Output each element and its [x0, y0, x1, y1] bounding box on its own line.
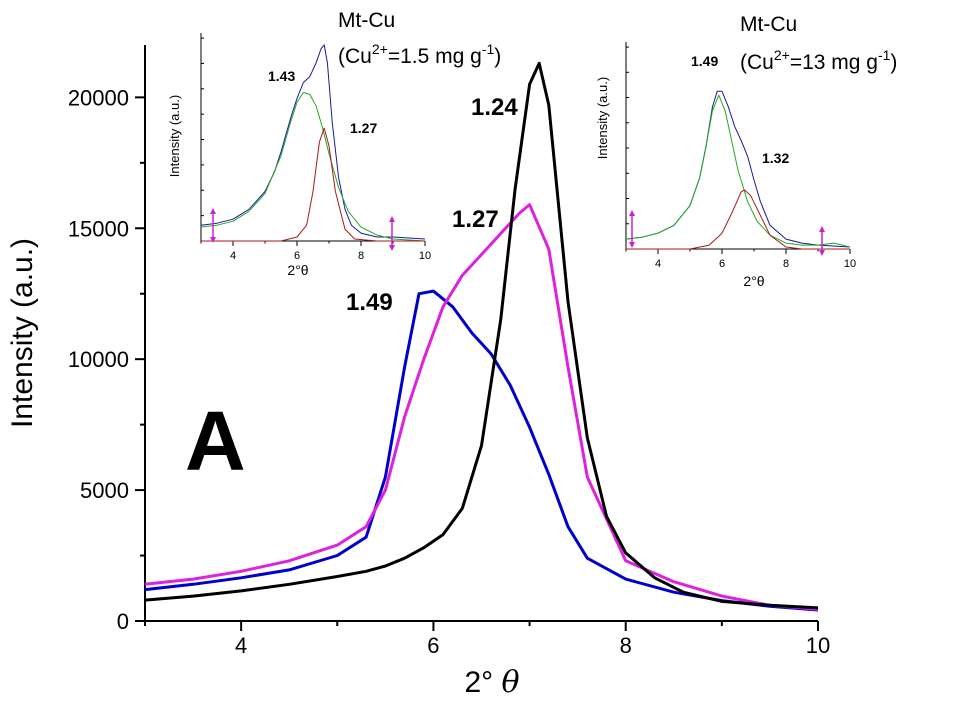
main-plot-frame: [144, 45, 818, 622]
main-x-axis-title: 2° θ: [464, 665, 519, 700]
inset1-title-line2: (Cu2+=1.5 mg g-1): [338, 41, 501, 68]
inset1-peak-label-2: 1.27: [350, 120, 377, 136]
inset2-axis-ticks: 4 6 8 10: [625, 46, 856, 270]
inset2-peak-label-1: 1.49: [691, 53, 718, 69]
inset2-range-markers: [629, 210, 825, 256]
main-y-tick-label-0: 0: [117, 609, 129, 634]
inset2-series-line-1: [625, 94, 851, 248]
inset2-series-group: [625, 90, 851, 250]
inset2-x-tick-label-3: 10: [844, 258, 856, 270]
main-series-line-2: [144, 61, 819, 610]
main-series-group: [144, 61, 819, 612]
inset2-peak-label-2: 1.32: [762, 150, 789, 166]
inset1-x-tick-label-0: 4: [230, 250, 236, 262]
inset2-x-tick-label-0: 4: [655, 258, 661, 270]
inset1-x-tick-label-3: 10: [419, 250, 431, 262]
main-x-tick-label-1: 6: [427, 633, 439, 658]
main-x-tick-label-0: 4: [235, 633, 247, 658]
inset1-range-markers: [210, 208, 395, 251]
inset2-y-axis-title: Intensity (a.u.): [595, 77, 610, 159]
main-series-line-0: [144, 289, 819, 612]
inset2-x-tick-label-1: 6: [719, 258, 725, 270]
inset-chart-2: 4 6 8 10 Intensity (a.u.) 2°θ Mt-Cu (Cu2+=1…: [595, 13, 897, 289]
main-chart: 4 6 8 10 0 5000 10000 15000 20000 2° θ Intensity…: [6, 45, 830, 700]
inset1-peak-label-1: 1.43: [268, 68, 295, 84]
inset2-title-line1: Mt-Cu: [740, 13, 797, 36]
inset2-series-line-2: [626, 189, 850, 250]
inset1-series-line-0: [200, 44, 426, 240]
main-y-tick-label-3: 15000: [68, 216, 129, 241]
inset1-series-line-2: [201, 127, 425, 242]
inset1-y-axis-title: Intensity (a.u.): [167, 95, 182, 177]
panel-label: A: [185, 394, 246, 488]
inset2-x-tick-label-2: 8: [783, 258, 789, 270]
main-series-line-1: [144, 203, 819, 611]
inset1-series-group: [200, 44, 426, 242]
main-axis-ticks: 4 6 8 10 0 5000 10000 15000 20000: [68, 85, 830, 658]
inset1-axis-ticks: 4 6 8 10: [200, 37, 431, 262]
inset1-x-axis-title: 2°θ: [287, 262, 308, 278]
inset2-x-axis-title: 2°θ: [743, 273, 764, 289]
main-x-tick-label-3: 10: [806, 633, 830, 658]
main-y-axis-title: Intensity (a.u.): [6, 238, 39, 428]
peak-label-blue: 1.49: [346, 289, 393, 316]
main-x-tick-label-2: 8: [620, 633, 632, 658]
inset1-x-tick-label-1: 6: [294, 250, 300, 262]
inset2-title-line2: (Cu2+=13 mg g-1): [740, 47, 897, 74]
peak-label-magenta: 1.27: [452, 206, 499, 233]
main-y-tick-label-1: 5000: [80, 478, 129, 503]
inset1-x-tick-label-2: 8: [358, 250, 364, 262]
inset1-series-line-1: [200, 91, 426, 242]
peak-label-black: 1.24: [471, 94, 518, 121]
inset-chart-1: 4 6 8 10 Intensity (a.u.) 2°θ Mt-Cu (Cu2+=1…: [167, 9, 501, 278]
main-y-tick-label-2: 10000: [68, 347, 129, 372]
main-y-tick-label-4: 20000: [68, 85, 129, 110]
inset1-title-line1: Mt-Cu: [338, 9, 395, 32]
